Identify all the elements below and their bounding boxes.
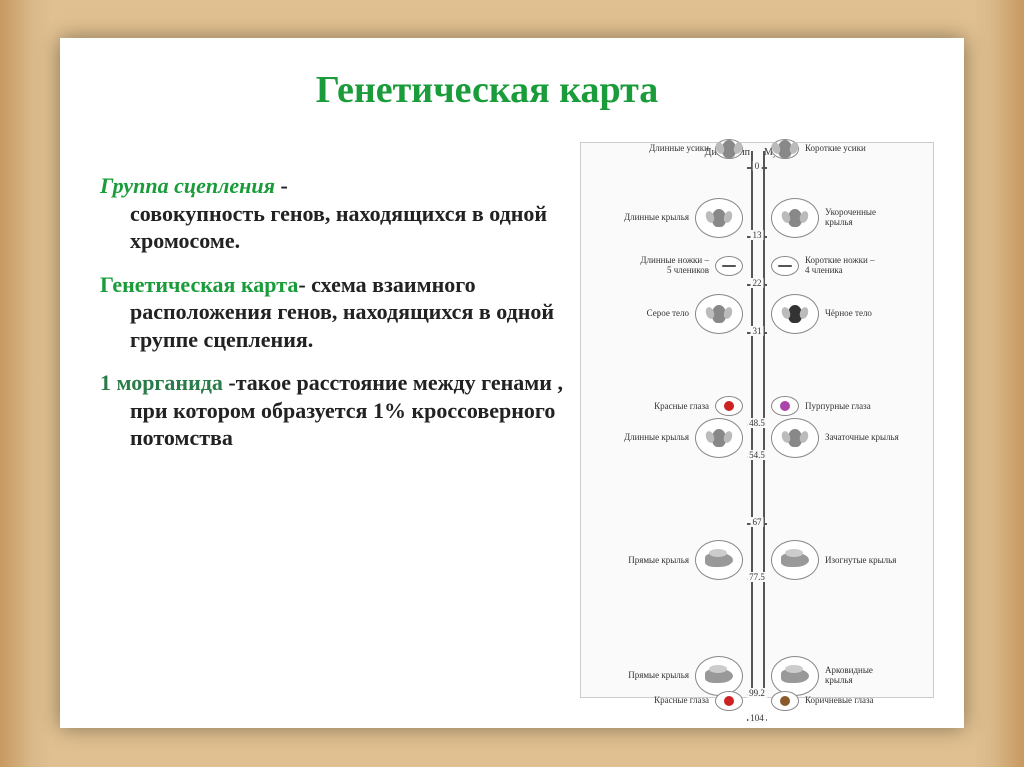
slide: Генетическая карта Группа сцепления - со… <box>60 38 964 728</box>
specimen-icon <box>712 429 726 447</box>
locus-mutant-side: Коричневые глаза <box>757 691 927 711</box>
term-morganid: 1 морганида <box>100 370 228 395</box>
specimen-icon <box>778 265 792 267</box>
locus-wild-icon <box>715 396 743 416</box>
specimen-icon <box>705 669 733 683</box>
specimen-icon <box>705 553 733 567</box>
locus-wild-label: Длинные ножки – 5 члеников <box>635 256 715 276</box>
para-genetic-map: Генетическая карта- схема взаимного расп… <box>100 271 570 354</box>
locus-mutant-label: Короткие ножки – 4 членика <box>799 256 879 276</box>
locus-position: 104 <box>748 713 766 723</box>
locus-wild-icon <box>695 198 743 238</box>
locus-wild-side: Длинные крылья <box>587 198 757 238</box>
locus-mutant-icon <box>771 418 819 458</box>
specimen-icon <box>778 140 792 158</box>
locus-wild-icon <box>715 139 743 159</box>
locus-mutant-side: Арковидные крылья <box>757 656 927 696</box>
locus-wild-side: Серое тело <box>587 294 757 334</box>
locus-wild-icon <box>695 294 743 334</box>
specimen-icon <box>712 209 726 227</box>
locus-mutant-icon <box>771 256 799 276</box>
locus-position: 0 <box>753 161 762 171</box>
specimen-icon <box>780 401 790 411</box>
locus-mutant-label: Чёрное тело <box>819 309 872 319</box>
locus-mutant-side: Изогнутые крылья <box>757 540 927 580</box>
locus-mutant-label: Изогнутые крылья <box>819 556 896 566</box>
locus-wild-side: Красные глаза <box>587 396 757 416</box>
locus-wild-side: Прямые крылья <box>587 656 757 696</box>
specimen-icon <box>724 696 734 706</box>
locus-wild-label: Серое тело <box>647 309 695 319</box>
text-column: Группа сцепления - совокупность генов, н… <box>100 142 570 698</box>
specimen-icon <box>788 305 802 323</box>
specimen-icon <box>722 265 736 267</box>
locus-wild-side: Длинные крылья <box>587 418 757 458</box>
specimen-icon <box>781 669 809 683</box>
locus-mutant-icon <box>771 396 799 416</box>
locus-mutant-icon <box>771 198 819 238</box>
locus-mutant-side: Зачаточные крылья <box>757 418 927 458</box>
locus-mutant-side: Пурпурные глаза <box>757 396 927 416</box>
locus-wild-label: Красные глаза <box>654 402 715 412</box>
locus-wild-label: Длинные крылья <box>624 433 695 443</box>
locus-wild-label: Длинные усики <box>649 144 715 154</box>
locus-wild-icon <box>695 540 743 580</box>
locus-wild-side: Длинные усики <box>587 139 757 159</box>
locus-mutant-label: Короткие усики <box>799 144 866 154</box>
locus-wild-label: Длинные крылья <box>624 213 695 223</box>
locus-wild-label: Красные глаза <box>654 696 715 706</box>
specimen-icon <box>788 429 802 447</box>
slide-title: Генетическая карта <box>40 68 934 112</box>
locus-wild-icon <box>715 256 743 276</box>
specimen-icon <box>722 140 736 158</box>
locus-position: 22 <box>751 278 764 288</box>
locus-mutant-label: Зачаточные крылья <box>819 433 899 443</box>
locus-mutant-label: Коричневые глаза <box>799 696 874 706</box>
locus-wild-icon <box>695 418 743 458</box>
chromosome-diagram: Дикий тип Мутант 0Длинные усикиКороткие … <box>580 142 934 698</box>
locus-wild-side: Красные глаза <box>587 691 757 711</box>
specimen-icon <box>780 696 790 706</box>
locus-mutant-side: Короткие усики <box>757 139 927 159</box>
para-linkage-group: Группа сцепления - совокупность генов, н… <box>100 172 570 255</box>
locus-mutant-side: Чёрное тело <box>757 294 927 334</box>
locus-mutant-label: Арковидные крылья <box>819 666 899 686</box>
locus-mutant-icon <box>771 656 819 696</box>
locus-mutant-label: Пурпурные глаза <box>799 402 871 412</box>
locus-wild-label: Прямые крылья <box>628 671 695 681</box>
locus-wild-icon <box>695 656 743 696</box>
locus-mutant-label: Укороченные крылья <box>819 208 899 228</box>
locus-mutant-icon <box>771 139 799 159</box>
locus-wild-side: Длинные ножки – 5 члеников <box>587 256 757 276</box>
specimen-icon <box>781 553 809 567</box>
locus-wild-side: Прямые крылья <box>587 540 757 580</box>
locus-wild-label: Прямые крылья <box>628 556 695 566</box>
term-linkage-group: Группа сцепления <box>100 173 275 198</box>
para1-body: совокупность генов, находящихся в одной … <box>130 201 547 254</box>
locus-mutant-icon <box>771 540 819 580</box>
locus-mutant-side: Короткие ножки – 4 членика <box>757 256 927 276</box>
locus-position: 67 <box>751 517 764 527</box>
content-row: Группа сцепления - совокупность генов, н… <box>100 142 934 698</box>
locus-mutant-side: Укороченные крылья <box>757 198 927 238</box>
locus-wild-icon <box>715 691 743 711</box>
specimen-icon <box>712 305 726 323</box>
term-genetic-map: Генетическая карта <box>100 272 298 297</box>
specimen-icon <box>788 209 802 227</box>
locus-mutant-icon <box>771 691 799 711</box>
para-morganid: 1 морганида -такое расстояние между гена… <box>100 369 570 452</box>
locus-mutant-icon <box>771 294 819 334</box>
specimen-icon <box>724 401 734 411</box>
